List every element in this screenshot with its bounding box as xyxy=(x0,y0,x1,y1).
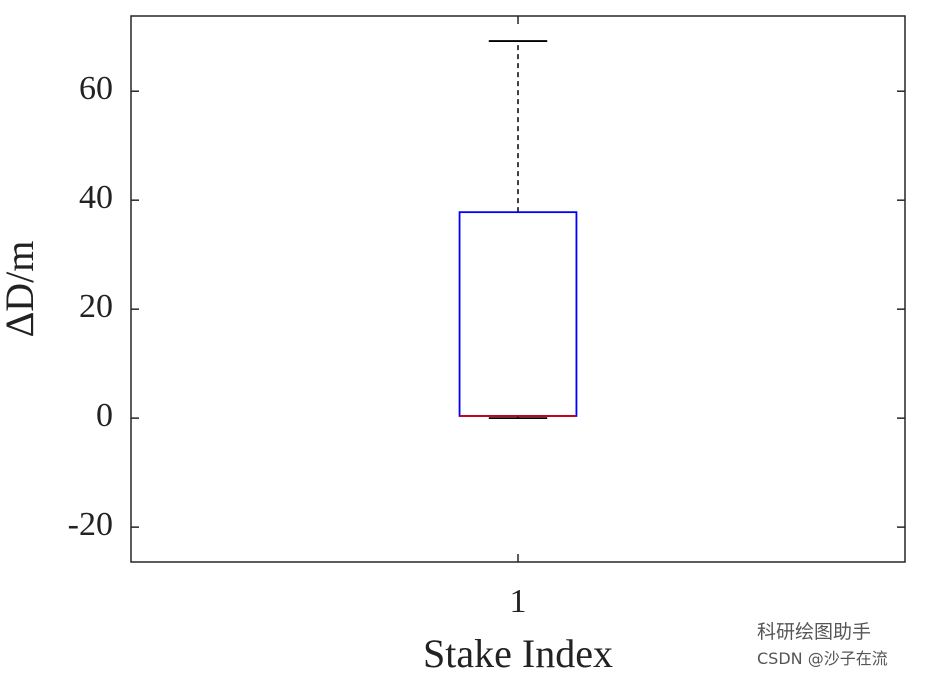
watermark-line1: 科研绘图助手 xyxy=(757,621,871,643)
y-tick-label: 60 xyxy=(79,70,113,107)
watermark-line2: CSDN @沙子在流 xyxy=(757,649,888,668)
x-tick-label: 1 xyxy=(510,583,527,620)
y-axis-label: ΔD/m xyxy=(0,241,42,338)
y-tick-label: 0 xyxy=(96,397,113,434)
y-tick-label: 20 xyxy=(79,288,113,325)
y-tick-label: 40 xyxy=(79,179,113,216)
y-tick-label: -20 xyxy=(68,506,113,543)
x-axis-label: Stake Index xyxy=(423,631,613,676)
plot-frame xyxy=(130,15,906,563)
